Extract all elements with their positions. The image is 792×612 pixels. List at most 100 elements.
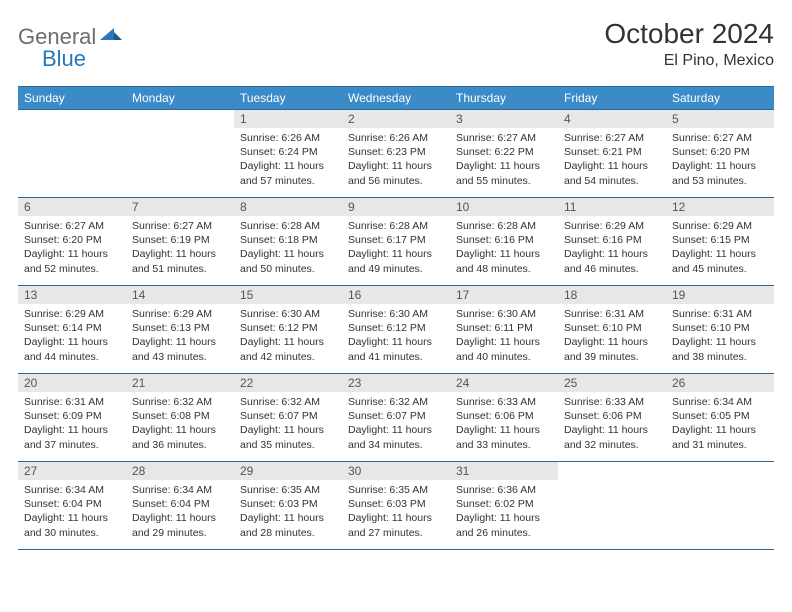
calendar-cell: 28Sunrise: 6:34 AMSunset: 6:04 PMDayligh… bbox=[126, 462, 234, 550]
weekday-wednesday: Wednesday bbox=[342, 87, 450, 110]
sunset-label: Sunset: 6:03 PM bbox=[348, 497, 444, 511]
daylight-line1: Daylight: 11 hours bbox=[24, 511, 120, 525]
sunrise-label: Sunrise: 6:31 AM bbox=[24, 395, 120, 409]
daylight-line1: Daylight: 11 hours bbox=[564, 423, 660, 437]
day-number: 27 bbox=[18, 462, 126, 480]
weekday-thursday: Thursday bbox=[450, 87, 558, 110]
daylight-line2: and 28 minutes. bbox=[240, 526, 336, 540]
day-number: 20 bbox=[18, 374, 126, 392]
calendar-cell: 18Sunrise: 6:31 AMSunset: 6:10 PMDayligh… bbox=[558, 286, 666, 374]
day-detail: Sunrise: 6:35 AMSunset: 6:03 PMDaylight:… bbox=[342, 480, 450, 544]
daylight-line2: and 32 minutes. bbox=[564, 438, 660, 452]
daylight-line2: and 57 minutes. bbox=[240, 174, 336, 188]
calendar-body: ....1Sunrise: 6:26 AMSunset: 6:24 PMDayl… bbox=[18, 110, 774, 550]
sunset-label: Sunset: 6:04 PM bbox=[132, 497, 228, 511]
day-detail: Sunrise: 6:33 AMSunset: 6:06 PMDaylight:… bbox=[558, 392, 666, 456]
sunset-label: Sunset: 6:24 PM bbox=[240, 145, 336, 159]
daylight-line1: Daylight: 11 hours bbox=[564, 159, 660, 173]
day-detail: Sunrise: 6:30 AMSunset: 6:11 PMDaylight:… bbox=[450, 304, 558, 368]
day-number: 1 bbox=[234, 110, 342, 128]
daylight-line2: and 36 minutes. bbox=[132, 438, 228, 452]
day-number: 5 bbox=[666, 110, 774, 128]
day-detail: Sunrise: 6:27 AMSunset: 6:20 PMDaylight:… bbox=[18, 216, 126, 280]
daylight-line1: Daylight: 11 hours bbox=[456, 511, 552, 525]
sunrise-label: Sunrise: 6:27 AM bbox=[24, 219, 120, 233]
day-number: 3 bbox=[450, 110, 558, 128]
calendar-table: SundayMondayTuesdayWednesdayThursdayFrid… bbox=[18, 86, 774, 550]
calendar-cell: 15Sunrise: 6:30 AMSunset: 6:12 PMDayligh… bbox=[234, 286, 342, 374]
day-number: 26 bbox=[666, 374, 774, 392]
day-detail: Sunrise: 6:28 AMSunset: 6:16 PMDaylight:… bbox=[450, 216, 558, 280]
sunrise-label: Sunrise: 6:28 AM bbox=[240, 219, 336, 233]
daylight-line1: Daylight: 11 hours bbox=[24, 335, 120, 349]
day-number: 15 bbox=[234, 286, 342, 304]
day-detail: Sunrise: 6:28 AMSunset: 6:17 PMDaylight:… bbox=[342, 216, 450, 280]
daylight-line2: and 46 minutes. bbox=[564, 262, 660, 276]
sunset-label: Sunset: 6:12 PM bbox=[240, 321, 336, 335]
day-detail: Sunrise: 6:26 AMSunset: 6:24 PMDaylight:… bbox=[234, 128, 342, 192]
daylight-line1: Daylight: 11 hours bbox=[240, 247, 336, 261]
sunrise-label: Sunrise: 6:29 AM bbox=[672, 219, 768, 233]
day-number: 21 bbox=[126, 374, 234, 392]
sunrise-label: Sunrise: 6:32 AM bbox=[132, 395, 228, 409]
day-number: 14 bbox=[126, 286, 234, 304]
day-number: 10 bbox=[450, 198, 558, 216]
sunrise-label: Sunrise: 6:32 AM bbox=[348, 395, 444, 409]
day-number: 17 bbox=[450, 286, 558, 304]
calendar-cell: 21Sunrise: 6:32 AMSunset: 6:08 PMDayligh… bbox=[126, 374, 234, 462]
daylight-line2: and 37 minutes. bbox=[24, 438, 120, 452]
sunset-label: Sunset: 6:18 PM bbox=[240, 233, 336, 247]
calendar-cell: 6Sunrise: 6:27 AMSunset: 6:20 PMDaylight… bbox=[18, 198, 126, 286]
day-detail: Sunrise: 6:31 AMSunset: 6:10 PMDaylight:… bbox=[666, 304, 774, 368]
sunset-label: Sunset: 6:10 PM bbox=[672, 321, 768, 335]
day-number: 24 bbox=[450, 374, 558, 392]
day-detail: Sunrise: 6:31 AMSunset: 6:10 PMDaylight:… bbox=[558, 304, 666, 368]
daylight-line2: and 40 minutes. bbox=[456, 350, 552, 364]
calendar-cell: 17Sunrise: 6:30 AMSunset: 6:11 PMDayligh… bbox=[450, 286, 558, 374]
sunrise-label: Sunrise: 6:28 AM bbox=[456, 219, 552, 233]
calendar-cell: 5Sunrise: 6:27 AMSunset: 6:20 PMDaylight… bbox=[666, 110, 774, 198]
calendar-row: 13Sunrise: 6:29 AMSunset: 6:14 PMDayligh… bbox=[18, 286, 774, 374]
sunrise-label: Sunrise: 6:27 AM bbox=[132, 219, 228, 233]
day-detail: Sunrise: 6:35 AMSunset: 6:03 PMDaylight:… bbox=[234, 480, 342, 544]
calendar-cell: 23Sunrise: 6:32 AMSunset: 6:07 PMDayligh… bbox=[342, 374, 450, 462]
calendar-row: 20Sunrise: 6:31 AMSunset: 6:09 PMDayligh… bbox=[18, 374, 774, 462]
daylight-line2: and 29 minutes. bbox=[132, 526, 228, 540]
sunset-label: Sunset: 6:21 PM bbox=[564, 145, 660, 159]
day-number: 8 bbox=[234, 198, 342, 216]
day-detail: Sunrise: 6:29 AMSunset: 6:14 PMDaylight:… bbox=[18, 304, 126, 368]
sunset-label: Sunset: 6:13 PM bbox=[132, 321, 228, 335]
sunset-label: Sunset: 6:06 PM bbox=[564, 409, 660, 423]
sunrise-label: Sunrise: 6:30 AM bbox=[456, 307, 552, 321]
month-title: October 2024 bbox=[604, 18, 774, 50]
day-number: 31 bbox=[450, 462, 558, 480]
daylight-line2: and 39 minutes. bbox=[564, 350, 660, 364]
day-number: 11 bbox=[558, 198, 666, 216]
day-detail: Sunrise: 6:27 AMSunset: 6:19 PMDaylight:… bbox=[126, 216, 234, 280]
daylight-line1: Daylight: 11 hours bbox=[132, 511, 228, 525]
daylight-line2: and 42 minutes. bbox=[240, 350, 336, 364]
daylight-line2: and 26 minutes. bbox=[456, 526, 552, 540]
calendar-cell: 9Sunrise: 6:28 AMSunset: 6:17 PMDaylight… bbox=[342, 198, 450, 286]
page-header: General Blue October 2024 El Pino, Mexic… bbox=[18, 18, 774, 72]
sunset-label: Sunset: 6:14 PM bbox=[24, 321, 120, 335]
daylight-line1: Daylight: 11 hours bbox=[24, 247, 120, 261]
daylight-line2: and 53 minutes. bbox=[672, 174, 768, 188]
day-detail: Sunrise: 6:27 AMSunset: 6:21 PMDaylight:… bbox=[558, 128, 666, 192]
calendar-cell: 8 Sunrise: 6:28 AMSunset: 6:18 PMDaylight… bbox=[234, 198, 342, 286]
weekday-header-row: SundayMondayTuesdayWednesdayThursdayFrid… bbox=[18, 87, 774, 110]
calendar-cell: 11Sunrise: 6:29 AMSunset: 6:16 PMDayligh… bbox=[558, 198, 666, 286]
daylight-line2: and 30 minutes. bbox=[24, 526, 120, 540]
sunset-label: Sunset: 6:05 PM bbox=[672, 409, 768, 423]
calendar-cell: 19Sunrise: 6:31 AMSunset: 6:10 PMDayligh… bbox=[666, 286, 774, 374]
daylight-line1: Daylight: 11 hours bbox=[456, 335, 552, 349]
calendar-cell: 27Sunrise: 6:34 AMSunset: 6:04 PMDayligh… bbox=[18, 462, 126, 550]
day-number: 28 bbox=[126, 462, 234, 480]
calendar-cell: 22Sunrise: 6:32 AMSunset: 6:07 PMDayligh… bbox=[234, 374, 342, 462]
sunset-label: Sunset: 6:08 PM bbox=[132, 409, 228, 423]
sunrise-label: Sunrise: 6:34 AM bbox=[672, 395, 768, 409]
day-number: 2 bbox=[342, 110, 450, 128]
calendar-cell: 16Sunrise: 6:30 AMSunset: 6:12 PMDayligh… bbox=[342, 286, 450, 374]
day-detail: Sunrise: 6:26 AMSunset: 6:23 PMDaylight:… bbox=[342, 128, 450, 192]
sunrise-label: Sunrise: 6:29 AM bbox=[132, 307, 228, 321]
